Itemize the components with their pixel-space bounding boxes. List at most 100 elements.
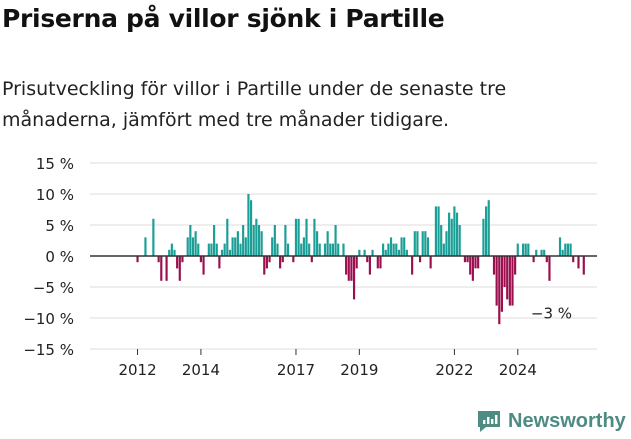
bar	[218, 256, 221, 269]
y-tick-label: −15 %	[23, 341, 74, 359]
newsworthy-logo-icon	[478, 411, 500, 432]
bar	[247, 194, 250, 256]
bar	[281, 256, 284, 263]
bar	[492, 256, 496, 275]
bar	[318, 243, 321, 256]
bar	[418, 256, 422, 263]
bar	[535, 249, 538, 256]
bar	[286, 243, 290, 256]
bar	[302, 237, 305, 256]
bar	[173, 249, 176, 256]
bar	[564, 243, 567, 256]
bar	[202, 256, 205, 275]
bar	[532, 256, 535, 263]
bar	[384, 249, 387, 256]
bar	[292, 256, 295, 263]
axes	[90, 255, 597, 355]
bar	[474, 256, 477, 269]
bar	[413, 231, 416, 256]
bar	[160, 256, 163, 281]
bar	[572, 256, 575, 263]
bar	[197, 243, 200, 256]
bar	[194, 231, 197, 256]
bar	[297, 218, 300, 256]
bar	[181, 256, 184, 263]
y-tick-label: 10 %	[36, 186, 74, 204]
bar	[363, 249, 366, 256]
bar	[170, 243, 173, 256]
bar	[448, 212, 451, 256]
bar	[191, 237, 195, 256]
bar	[516, 243, 519, 256]
bar	[234, 237, 237, 256]
y-tick-label: 15 %	[36, 155, 74, 173]
bar	[329, 243, 332, 256]
bar	[437, 206, 440, 256]
bar	[458, 225, 461, 256]
page-title: Priserna på villor sjönk i Partille	[2, 4, 445, 33]
x-tick-label: 2022	[435, 361, 473, 379]
chart-subtitle: Prisutveckling för villor i Partille und…	[2, 78, 507, 131]
bar	[424, 231, 427, 256]
bar	[582, 256, 585, 275]
bar	[466, 256, 469, 263]
bar	[485, 206, 488, 256]
bar	[487, 200, 490, 256]
bar	[400, 237, 403, 256]
bar	[157, 256, 160, 263]
bar	[389, 237, 393, 256]
bar	[265, 256, 268, 269]
bar	[186, 237, 189, 256]
y-tick-label: −10 %	[23, 310, 74, 328]
bar	[376, 256, 379, 269]
bar	[395, 243, 398, 256]
bars	[136, 194, 585, 325]
bar	[405, 249, 408, 256]
bar	[500, 256, 504, 312]
bar	[220, 249, 224, 256]
bar	[514, 256, 517, 275]
bar	[442, 243, 445, 256]
bar	[482, 218, 485, 256]
bar	[463, 256, 467, 263]
last-value-annotation: −3 %	[531, 305, 572, 323]
bar	[397, 249, 401, 256]
bar	[350, 256, 353, 281]
brand-logo[interactable]: Newsworthy	[476, 409, 626, 433]
bar	[199, 256, 202, 263]
bar	[294, 218, 298, 256]
bar	[521, 243, 525, 256]
bar	[540, 249, 543, 256]
bar	[558, 237, 562, 256]
bar	[331, 243, 335, 256]
bar	[426, 237, 430, 256]
bar	[347, 256, 350, 281]
bar	[403, 237, 406, 256]
bar	[352, 256, 356, 300]
bar	[165, 256, 168, 281]
bar	[387, 243, 390, 256]
bar	[511, 256, 514, 306]
bar	[242, 225, 245, 256]
bar	[215, 243, 218, 256]
bar	[152, 218, 155, 256]
bar	[255, 218, 258, 256]
bar	[421, 231, 424, 256]
bar	[279, 256, 282, 269]
bar	[445, 231, 448, 256]
bar	[429, 256, 432, 269]
bar	[471, 256, 474, 281]
x-tick-label: 2014	[182, 361, 220, 379]
bar	[284, 225, 287, 256]
bar	[228, 249, 232, 256]
bar	[276, 243, 279, 256]
bar	[263, 256, 266, 275]
bar	[207, 243, 210, 256]
bar	[226, 218, 229, 256]
bar	[313, 218, 316, 256]
bar	[371, 249, 374, 256]
bar	[305, 218, 308, 256]
bar	[455, 212, 459, 256]
bar	[548, 256, 551, 281]
bar	[561, 249, 564, 256]
